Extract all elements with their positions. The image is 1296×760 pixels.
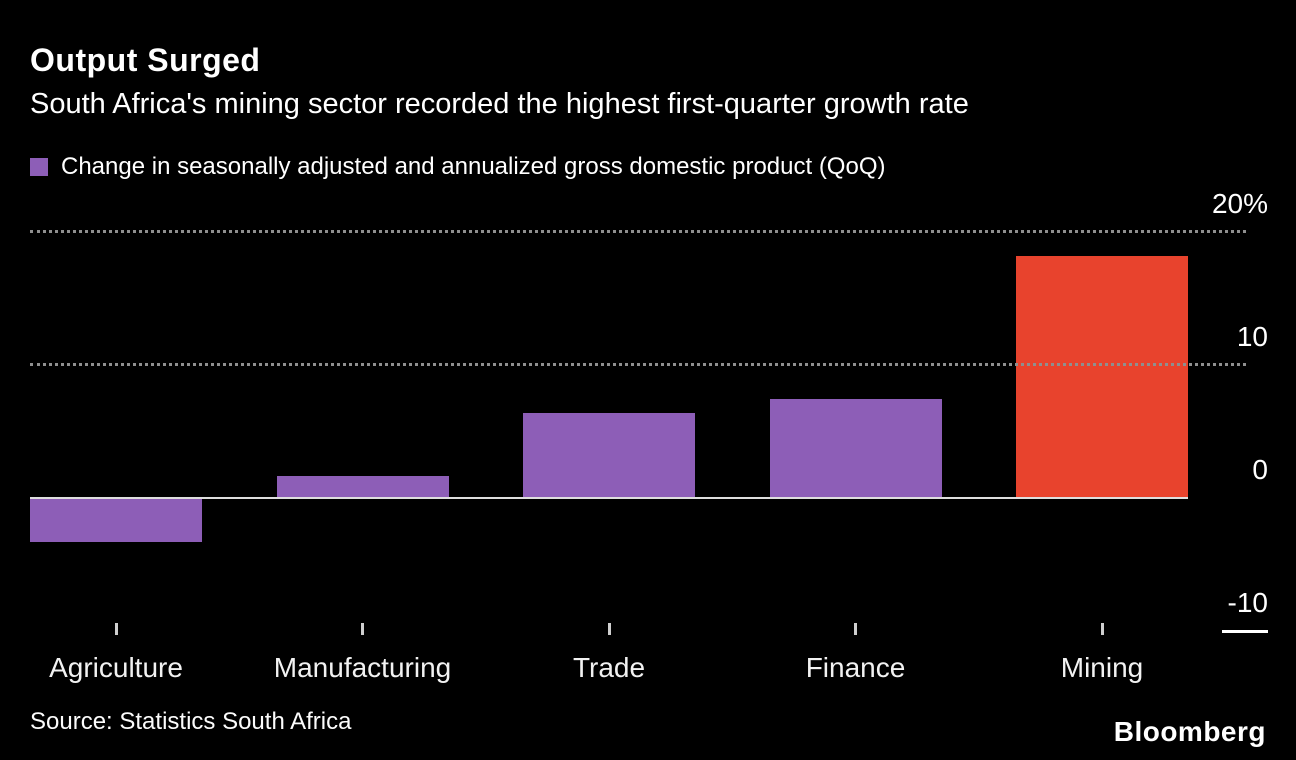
x-axis-label-mining: Mining — [1060, 652, 1144, 683]
legend-label: Change in seasonally adjusted and annual… — [61, 153, 886, 180]
y-axis-label--10: -10 — [1227, 587, 1268, 618]
x-tick-finance — [854, 623, 857, 635]
bar-trade — [523, 413, 695, 497]
x-tick-trade — [607, 623, 611, 635]
chart-legend: Change in seasonally adjusted and annual… — [30, 153, 885, 181]
x-axis-label-manufacturing: Manufacturing — [273, 652, 452, 683]
plot-area: Agriculture Manufacturing Trade Finance Mini… — [30, 190, 1188, 710]
x-axis-label-agriculture: Agriculture — [49, 652, 183, 683]
chart-subtitle: South Africa's mining sector recorded th… — [30, 88, 969, 120]
bar-agriculture — [30, 499, 202, 542]
chart-title: Output Surged — [30, 42, 261, 78]
bar-finance — [769, 398, 942, 497]
bar-manufacturing — [276, 475, 449, 497]
source-note: Source: Statistics South Africa — [30, 708, 352, 735]
gridline-10 — [30, 363, 1246, 366]
y-axis-label-20: 20% — [1211, 188, 1268, 219]
x-tick-agriculture — [114, 623, 118, 635]
bar-mining — [1016, 256, 1188, 497]
zero-line — [30, 497, 1188, 499]
gridline-20 — [30, 230, 1246, 233]
legend-swatch-icon — [30, 158, 48, 176]
x-tick-manufacturing — [361, 623, 364, 635]
negative-axis-segment — [1222, 630, 1268, 633]
y-axis-label-0: 0 — [1252, 454, 1268, 485]
x-axis-label-finance: Finance — [805, 652, 906, 683]
x-axis-label-trade: Trade — [572, 652, 646, 683]
y-axis-label-10: 10 — [1236, 321, 1268, 352]
bloomberg-logo: Bloomberg — [1113, 716, 1266, 747]
x-tick-mining — [1100, 623, 1104, 635]
